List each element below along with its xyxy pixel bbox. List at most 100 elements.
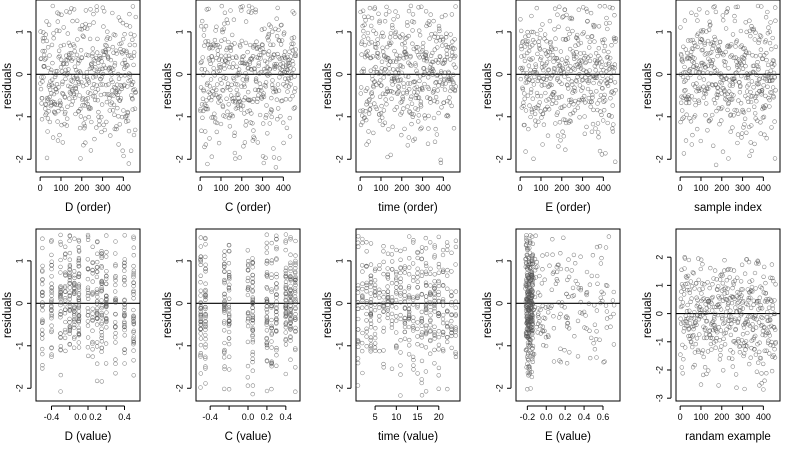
data-point — [730, 364, 735, 369]
data-point — [407, 302, 412, 307]
data-point — [226, 102, 231, 107]
data-point — [114, 51, 119, 56]
data-point — [411, 302, 416, 307]
data-point — [419, 256, 425, 261]
data-point — [199, 59, 204, 64]
data-point — [730, 356, 735, 361]
data-point — [724, 9, 730, 14]
data-point — [746, 314, 751, 319]
data-point — [590, 95, 595, 100]
data-point — [703, 331, 709, 337]
data-point — [269, 332, 274, 337]
data-point — [114, 82, 120, 87]
data-point — [537, 46, 542, 51]
data-point — [394, 75, 399, 80]
data-point — [407, 296, 412, 301]
data-point — [365, 48, 370, 54]
data-point — [423, 345, 429, 350]
data-point — [362, 22, 367, 27]
y-tick-label: -2 — [334, 384, 344, 392]
data-point — [752, 95, 758, 100]
data-point — [281, 32, 286, 37]
data-point — [700, 348, 706, 353]
data-point — [444, 31, 449, 36]
x-tick-label: -0.4 — [44, 412, 60, 422]
data-point — [398, 316, 403, 322]
data-point — [222, 279, 227, 284]
data-point — [103, 281, 109, 286]
data-point — [587, 58, 593, 64]
data-point — [422, 116, 428, 121]
data-point — [538, 57, 543, 62]
data-point — [51, 36, 56, 41]
data-point — [132, 87, 137, 92]
data-point — [532, 256, 538, 262]
data-point — [274, 306, 279, 311]
data-point — [690, 334, 695, 339]
data-point — [288, 318, 293, 324]
data-point — [104, 119, 109, 125]
data-point — [391, 90, 396, 95]
data-point — [276, 27, 281, 33]
data-point — [602, 37, 607, 42]
data-point — [714, 95, 720, 100]
data-point — [132, 106, 138, 111]
data-point — [709, 50, 714, 55]
data-point — [603, 21, 609, 26]
data-point — [393, 59, 399, 64]
data-point — [696, 88, 702, 93]
data-point — [131, 340, 136, 345]
data-point — [759, 286, 765, 291]
data-point — [372, 289, 378, 294]
data-point — [545, 53, 550, 58]
data-point — [437, 79, 442, 84]
data-point — [114, 124, 119, 129]
data-point — [94, 83, 99, 88]
data-point — [49, 328, 54, 333]
data-point — [717, 122, 722, 127]
data-point — [528, 241, 533, 246]
data-point — [714, 108, 719, 114]
data-point — [72, 304, 77, 309]
data-point — [679, 94, 684, 99]
data-point — [439, 14, 445, 20]
data-point — [572, 334, 577, 339]
data-point — [741, 325, 747, 330]
data-point — [264, 103, 269, 108]
data-point — [200, 72, 206, 78]
data-point — [398, 372, 403, 377]
data-point — [710, 58, 716, 63]
data-point — [697, 287, 702, 292]
data-point — [262, 26, 267, 31]
data-point — [416, 119, 421, 124]
data-point — [572, 89, 578, 94]
data-point — [381, 295, 386, 300]
data-point — [288, 317, 293, 322]
data-point — [232, 100, 238, 105]
data-point — [432, 330, 437, 335]
data-point — [203, 142, 208, 147]
data-point — [688, 279, 693, 284]
data-point — [768, 275, 773, 280]
data-point — [121, 48, 126, 53]
data-point — [546, 334, 551, 339]
data-point — [244, 75, 250, 80]
data-point — [693, 341, 698, 347]
data-point — [423, 53, 428, 58]
data-point — [411, 274, 416, 280]
data-point — [131, 62, 136, 68]
data-point — [717, 357, 723, 362]
data-point — [559, 94, 564, 99]
data-point — [694, 295, 699, 300]
data-point — [423, 235, 428, 241]
data-point — [746, 82, 751, 87]
data-point — [422, 81, 427, 87]
data-point — [558, 311, 563, 317]
y-tick-label: -2 — [654, 366, 664, 374]
data-point — [761, 274, 766, 279]
data-point — [376, 55, 381, 60]
data-point — [686, 333, 691, 339]
data-point — [101, 71, 106, 77]
data-point — [381, 325, 386, 331]
